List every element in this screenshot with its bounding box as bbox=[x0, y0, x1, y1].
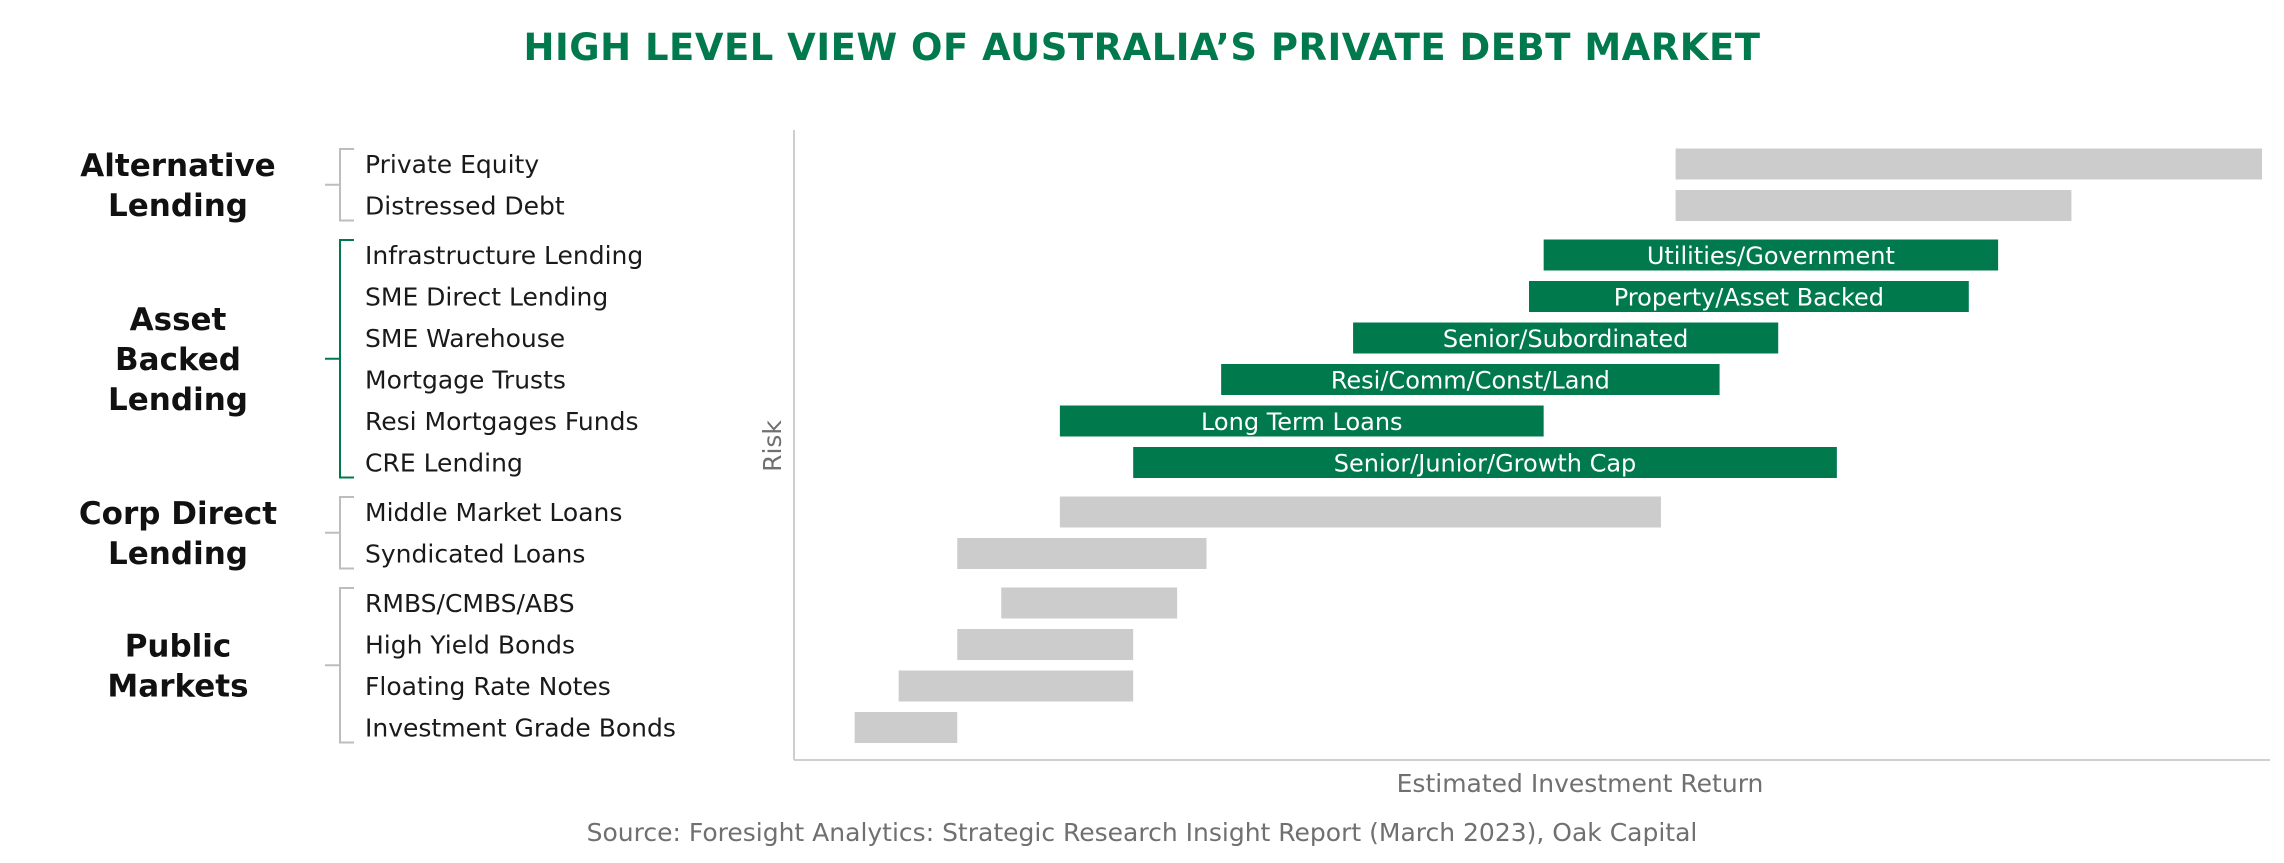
bar bbox=[898, 670, 1134, 702]
category-label: Investment Grade Bonds bbox=[365, 714, 676, 743]
category-label: SME Direct Lending bbox=[365, 283, 608, 312]
bar-labels: Utilities/Government Property/Asset Backe… bbox=[1201, 242, 1895, 478]
bar-label: Long Term Loans bbox=[1201, 408, 1403, 436]
bar bbox=[1529, 281, 1969, 312]
category-label: High Yield Bonds bbox=[365, 631, 575, 660]
group-bracket bbox=[339, 496, 354, 570]
bar-label: Resi/Comm/Const/Land bbox=[1331, 367, 1610, 395]
bar bbox=[1353, 322, 1779, 354]
bar bbox=[1675, 148, 2262, 180]
group-label: Lending bbox=[108, 188, 248, 224]
bar bbox=[1001, 587, 1178, 619]
bar-label: Senior/Junior/Growth Cap bbox=[1334, 450, 1637, 478]
category-labels: Private Equity Distressed Debt Infrastruct… bbox=[365, 150, 676, 743]
bar bbox=[1059, 405, 1544, 437]
group-label: Lending bbox=[108, 536, 248, 572]
source-note: Source: Foresight Analytics: Strategic R… bbox=[586, 818, 1698, 847]
bar-label: Property/Asset Backed bbox=[1614, 284, 1884, 312]
bar bbox=[1675, 190, 2072, 221]
bar bbox=[1543, 239, 1999, 271]
bar bbox=[1059, 496, 1661, 528]
group-bracket bbox=[339, 587, 354, 744]
group-brackets bbox=[325, 148, 354, 744]
group-bracket bbox=[339, 239, 354, 479]
category-label: Syndicated Loans bbox=[365, 540, 585, 569]
category-label: Middle Market Loans bbox=[365, 498, 622, 527]
x-axis-label: Estimated Investment Return bbox=[1397, 769, 1764, 798]
category-label: Distressed Debt bbox=[365, 192, 565, 221]
group-labels: Alternative Lending Asset Backed Lending Corp… bbox=[79, 148, 277, 705]
bar bbox=[1221, 364, 1720, 395]
group-label: Backed bbox=[115, 342, 241, 378]
range-bars bbox=[854, 148, 2262, 743]
category-label: SME Warehouse bbox=[365, 324, 565, 353]
bar bbox=[957, 538, 1207, 569]
bar-label: Utilities/Government bbox=[1647, 242, 1895, 270]
group-label: Asset bbox=[130, 302, 227, 338]
category-label: Mortgage Trusts bbox=[365, 366, 566, 395]
y-axis-label: Risk bbox=[758, 420, 787, 472]
category-label: Floating Rate Notes bbox=[365, 672, 611, 701]
group-label: Corp Direct bbox=[79, 496, 277, 532]
category-label: RMBS/CMBS/ABS bbox=[365, 589, 575, 618]
category-label: CRE Lending bbox=[365, 449, 523, 478]
category-label: Resi Mortgages Funds bbox=[365, 407, 639, 436]
group-label: Alternative bbox=[80, 148, 275, 184]
group-label: Lending bbox=[108, 382, 248, 418]
group-label: Markets bbox=[107, 668, 248, 704]
bar-label: Senior/Subordinated bbox=[1443, 325, 1689, 353]
category-label: Infrastructure Lending bbox=[365, 241, 643, 270]
bar bbox=[957, 629, 1134, 660]
category-label: Private Equity bbox=[365, 150, 539, 179]
bar bbox=[1133, 447, 1837, 478]
chart-axes: Estimated Investment Return Risk bbox=[758, 130, 2270, 798]
group-label: Public bbox=[125, 628, 232, 664]
bar bbox=[854, 712, 958, 743]
chart-title: HIGH LEVEL VIEW OF AUSTRALIA’S PRIVATE D… bbox=[523, 26, 1761, 69]
group-bracket bbox=[339, 148, 354, 222]
